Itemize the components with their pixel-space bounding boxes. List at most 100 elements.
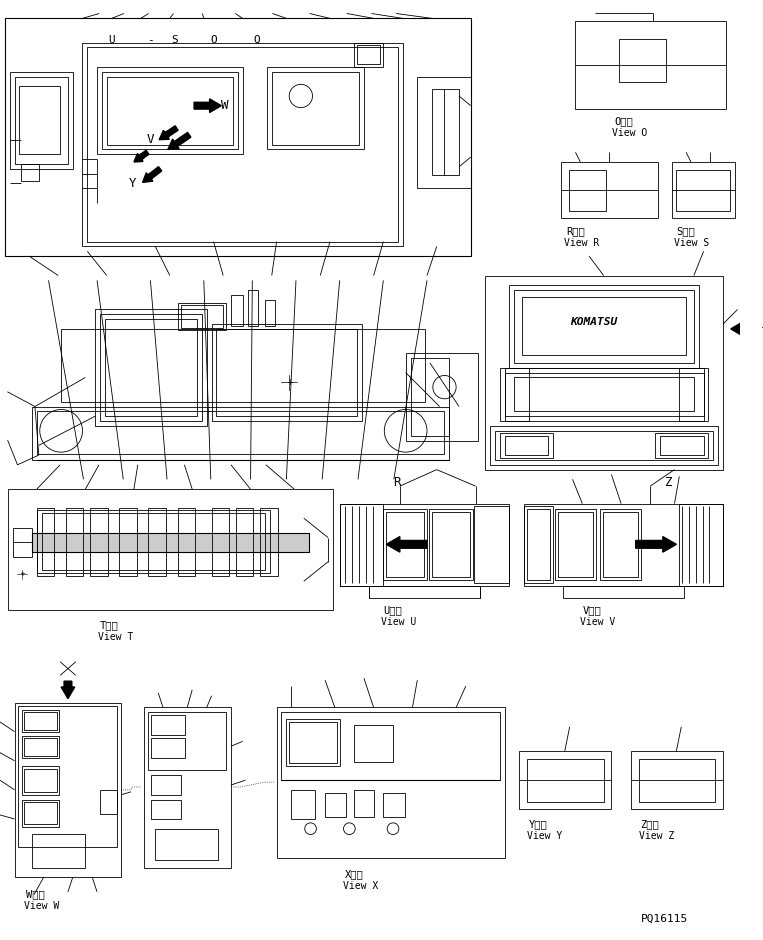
Bar bbox=[10, 71, 72, 169]
Text: Y　視: Y 視 bbox=[529, 819, 548, 829]
Text: +: + bbox=[19, 572, 25, 577]
Bar bbox=[282, 713, 500, 780]
Bar bbox=[66, 509, 83, 576]
Bar bbox=[563, 586, 684, 598]
Text: Z: Z bbox=[665, 477, 672, 490]
Bar bbox=[500, 432, 553, 458]
Bar bbox=[369, 586, 481, 598]
Bar bbox=[156, 829, 218, 860]
FancyArrow shape bbox=[143, 166, 162, 182]
Bar bbox=[236, 509, 253, 576]
Text: X　視: X 視 bbox=[345, 870, 363, 880]
Bar bbox=[19, 86, 60, 154]
Bar bbox=[289, 722, 336, 762]
Bar bbox=[82, 42, 403, 246]
Bar bbox=[519, 751, 611, 809]
Bar bbox=[24, 713, 57, 729]
Bar bbox=[32, 533, 308, 552]
Bar bbox=[639, 759, 715, 802]
Bar bbox=[37, 510, 270, 573]
Text: View Z: View Z bbox=[639, 831, 674, 840]
Bar bbox=[504, 435, 549, 455]
Bar bbox=[178, 303, 226, 330]
Bar bbox=[286, 719, 340, 765]
FancyArrow shape bbox=[61, 682, 75, 698]
Bar bbox=[558, 512, 593, 577]
Bar bbox=[32, 406, 449, 460]
Text: O: O bbox=[210, 35, 217, 45]
Text: View V: View V bbox=[581, 618, 616, 627]
Bar bbox=[24, 803, 57, 823]
Text: View O: View O bbox=[613, 128, 648, 138]
Bar bbox=[22, 711, 60, 731]
Bar bbox=[105, 320, 197, 416]
Bar bbox=[561, 162, 658, 218]
Bar bbox=[340, 504, 510, 586]
Bar bbox=[524, 507, 553, 583]
Text: T　視: T 視 bbox=[100, 620, 119, 630]
Bar bbox=[490, 426, 718, 464]
Bar bbox=[267, 67, 364, 149]
FancyArrow shape bbox=[134, 150, 149, 162]
Bar bbox=[679, 368, 703, 421]
Bar bbox=[504, 372, 703, 416]
Text: V: V bbox=[146, 133, 154, 146]
Bar bbox=[432, 89, 459, 175]
Bar bbox=[568, 170, 606, 211]
Bar bbox=[22, 765, 60, 794]
Bar bbox=[151, 739, 185, 758]
Bar bbox=[149, 509, 166, 576]
Text: S: S bbox=[172, 35, 178, 45]
Bar bbox=[100, 790, 118, 814]
Bar bbox=[249, 290, 258, 326]
Bar bbox=[265, 300, 275, 326]
Bar bbox=[14, 76, 68, 164]
Bar bbox=[211, 324, 362, 421]
Bar bbox=[679, 504, 723, 586]
Bar bbox=[555, 509, 596, 580]
Text: Q: Q bbox=[254, 35, 260, 45]
Text: View S: View S bbox=[674, 238, 710, 247]
Text: T: T bbox=[761, 326, 763, 339]
Bar bbox=[432, 512, 470, 577]
Bar bbox=[22, 800, 60, 827]
Bar bbox=[485, 275, 723, 470]
Bar bbox=[37, 412, 445, 454]
Bar bbox=[631, 751, 723, 809]
Bar bbox=[97, 67, 243, 154]
Bar bbox=[575, 22, 726, 109]
Bar bbox=[37, 509, 54, 576]
Bar bbox=[276, 708, 504, 858]
Bar bbox=[149, 713, 226, 771]
Bar bbox=[655, 432, 708, 458]
Bar bbox=[102, 71, 238, 149]
Text: View U: View U bbox=[382, 618, 417, 627]
Bar bbox=[504, 368, 529, 421]
Bar bbox=[619, 39, 666, 83]
Bar bbox=[671, 162, 735, 218]
Bar bbox=[357, 44, 381, 64]
Bar bbox=[21, 164, 39, 181]
Text: W: W bbox=[221, 100, 229, 112]
Text: PQ16115: PQ16115 bbox=[640, 914, 687, 924]
Bar bbox=[13, 528, 32, 557]
Bar bbox=[510, 285, 699, 368]
Bar bbox=[527, 759, 604, 802]
Bar bbox=[677, 170, 729, 211]
Bar bbox=[524, 504, 723, 586]
Bar bbox=[231, 295, 243, 326]
Bar bbox=[24, 739, 57, 756]
Bar bbox=[95, 309, 207, 426]
Text: U: U bbox=[108, 35, 115, 45]
Text: View W: View W bbox=[24, 901, 60, 911]
Bar bbox=[143, 708, 231, 868]
Bar bbox=[386, 512, 424, 577]
Bar bbox=[514, 378, 694, 412]
Bar bbox=[151, 715, 185, 734]
Text: V　視: V 視 bbox=[582, 605, 601, 616]
Text: KOMATSU: KOMATSU bbox=[570, 317, 617, 327]
Bar bbox=[527, 509, 550, 580]
Bar bbox=[383, 792, 404, 817]
Bar bbox=[8, 489, 333, 610]
Text: U　視: U 視 bbox=[383, 605, 402, 616]
